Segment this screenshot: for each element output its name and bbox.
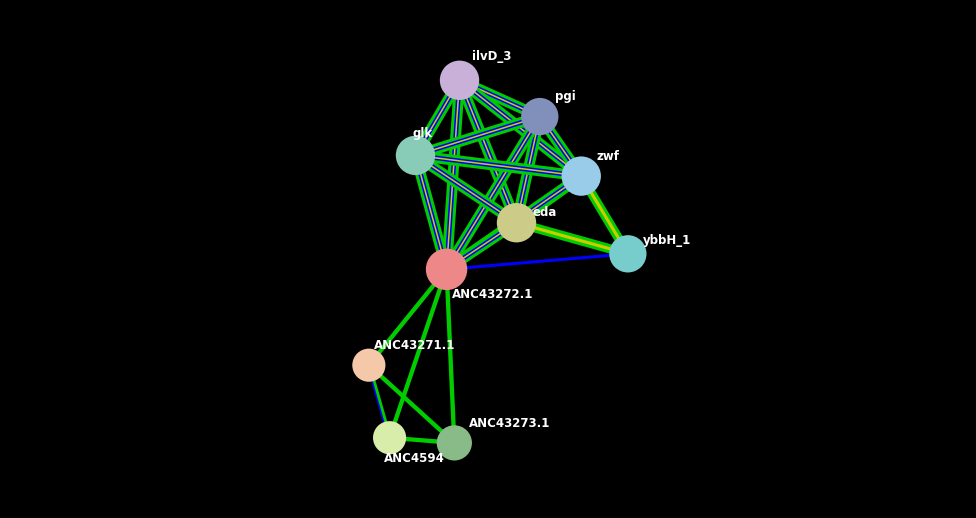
Text: glk: glk: [413, 127, 433, 140]
Circle shape: [497, 203, 536, 242]
Circle shape: [521, 98, 558, 135]
Text: ANC43273.1: ANC43273.1: [468, 416, 550, 430]
Text: ybbH_1: ybbH_1: [643, 234, 692, 248]
Circle shape: [373, 421, 406, 454]
Circle shape: [396, 136, 435, 175]
Text: pgi: pgi: [555, 90, 576, 104]
Text: ANC4594: ANC4594: [385, 452, 445, 465]
Text: ANC43271.1: ANC43271.1: [374, 339, 456, 352]
Circle shape: [440, 61, 479, 100]
Circle shape: [609, 235, 646, 272]
Circle shape: [352, 349, 386, 382]
Circle shape: [426, 249, 468, 290]
Text: eda: eda: [532, 206, 556, 219]
Circle shape: [436, 425, 472, 461]
Text: ilvD_3: ilvD_3: [472, 50, 511, 64]
Circle shape: [561, 156, 601, 196]
Text: zwf: zwf: [596, 150, 620, 163]
Text: ANC43272.1: ANC43272.1: [452, 287, 533, 301]
